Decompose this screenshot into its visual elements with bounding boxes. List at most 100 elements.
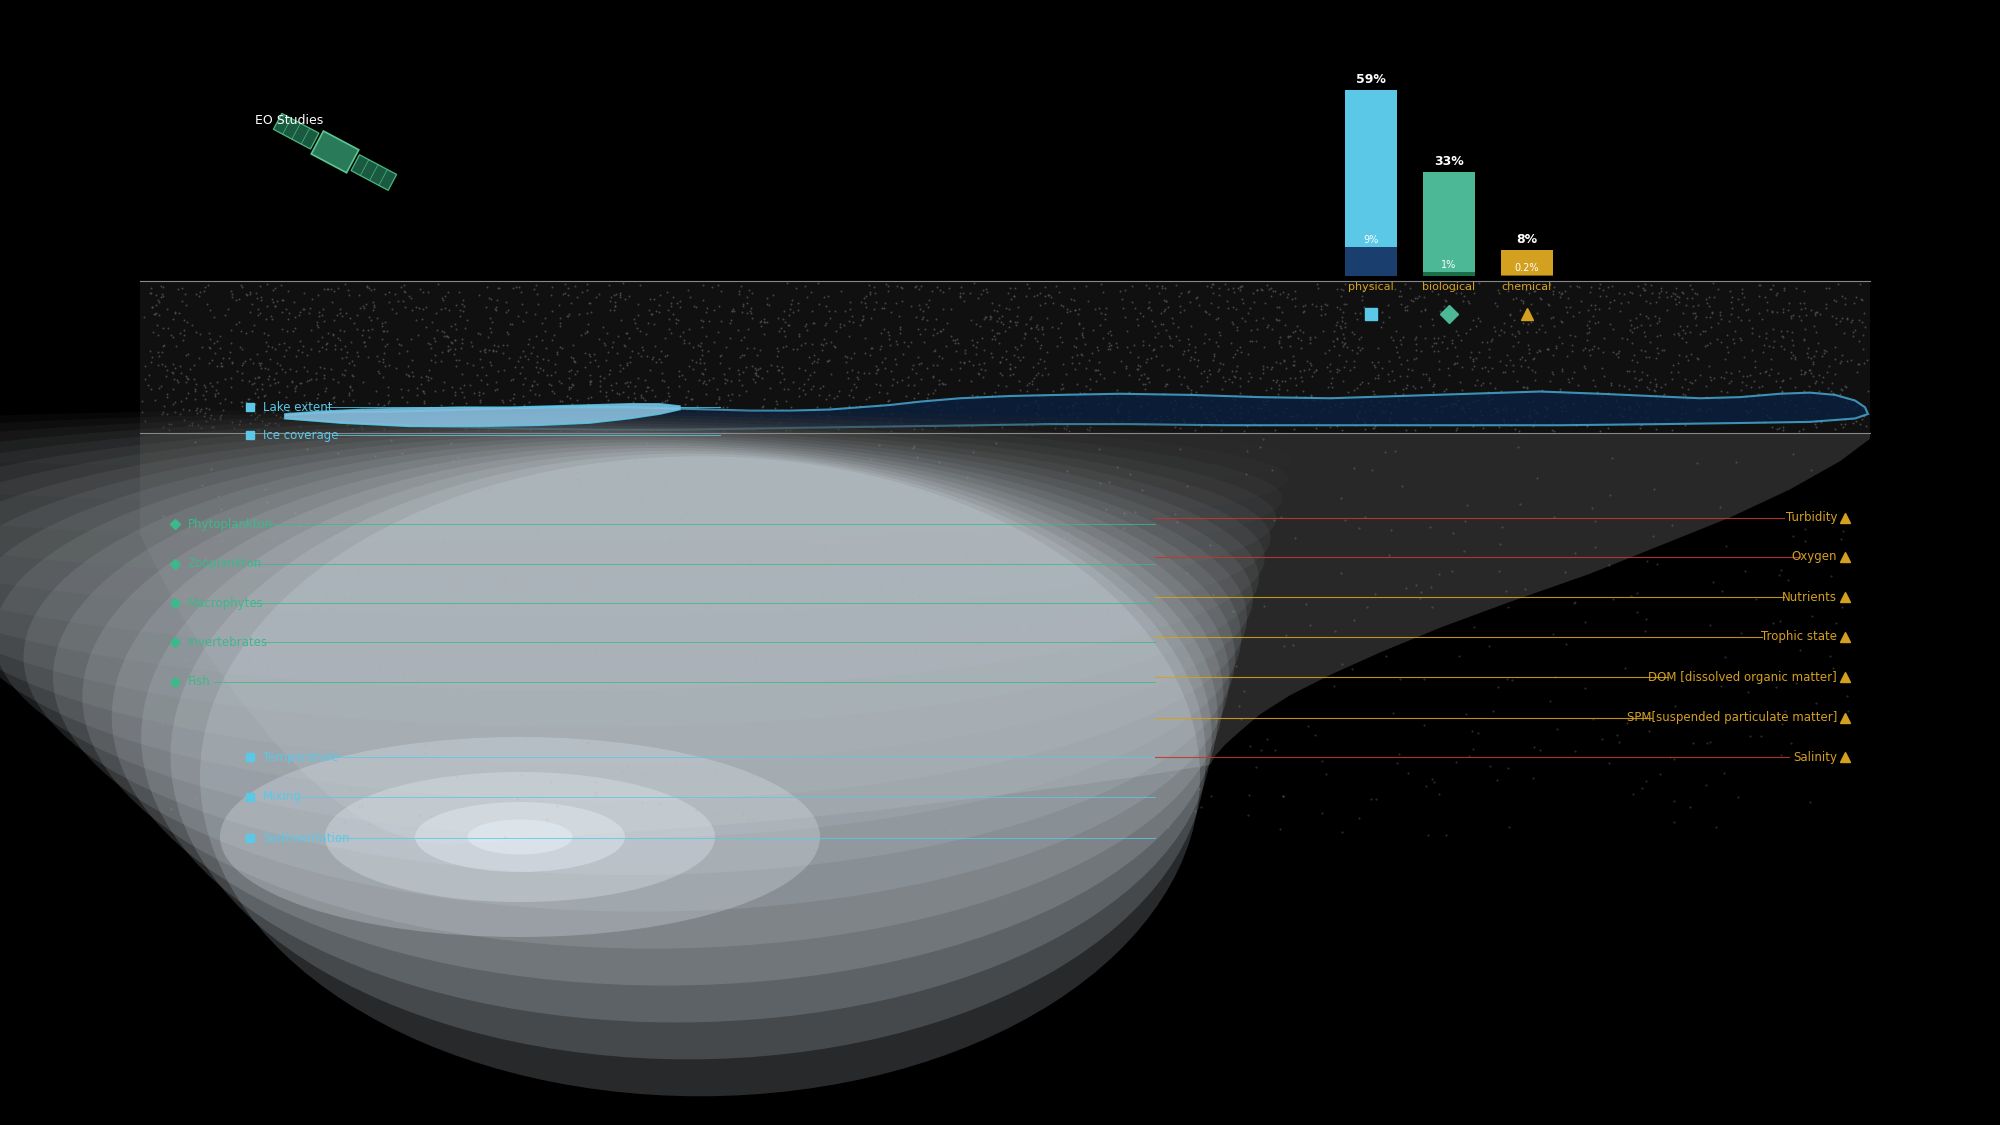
Point xyxy=(870,400,902,418)
Point xyxy=(1328,330,1360,348)
Point xyxy=(412,408,444,426)
Point xyxy=(874,336,906,354)
Point xyxy=(262,416,294,434)
Point xyxy=(652,378,684,396)
Point xyxy=(1368,395,1400,413)
Point xyxy=(1362,353,1394,371)
Point xyxy=(1670,333,1702,351)
Point xyxy=(1650,394,1682,412)
Point xyxy=(1194,305,1226,323)
Point xyxy=(396,289,428,307)
Point xyxy=(542,410,574,428)
Point xyxy=(1320,363,1352,381)
Point xyxy=(1220,318,1252,336)
Point xyxy=(1420,334,1452,352)
Point xyxy=(404,299,436,317)
Point xyxy=(1272,327,1304,345)
Point xyxy=(552,307,584,325)
Point xyxy=(196,418,228,436)
Point xyxy=(1398,331,1430,349)
Point xyxy=(660,418,692,436)
Point xyxy=(1280,387,1312,405)
Point xyxy=(1218,298,1250,316)
Point xyxy=(1632,408,1664,426)
Point xyxy=(868,319,900,337)
Point xyxy=(1696,304,1728,322)
Point xyxy=(820,416,852,434)
Point xyxy=(1456,417,1488,435)
Point xyxy=(898,389,930,407)
Point xyxy=(1206,412,1238,430)
Point xyxy=(866,353,898,371)
Point xyxy=(346,326,378,344)
Point xyxy=(434,300,466,318)
Point xyxy=(1456,408,1488,426)
Point xyxy=(1658,325,1690,343)
Point xyxy=(1766,304,1798,322)
Ellipse shape xyxy=(220,737,820,937)
Point xyxy=(1794,361,1826,379)
Point xyxy=(1422,328,1454,346)
Point xyxy=(1306,306,1338,324)
Point xyxy=(1350,300,1382,318)
Point xyxy=(536,376,568,394)
Point xyxy=(1674,411,1706,429)
Text: Mixing: Mixing xyxy=(264,790,302,803)
Point xyxy=(748,397,780,415)
Point xyxy=(330,348,362,366)
Point xyxy=(896,297,928,315)
Point xyxy=(1286,331,1318,349)
Point xyxy=(1428,326,1460,344)
Point xyxy=(1390,379,1422,397)
Point xyxy=(1372,372,1404,390)
Point xyxy=(1610,362,1642,380)
Point xyxy=(1416,310,1448,328)
Point xyxy=(600,297,632,315)
Point xyxy=(524,359,556,377)
Point xyxy=(1338,412,1370,430)
Point xyxy=(970,308,1002,326)
Point xyxy=(682,411,714,429)
Point xyxy=(1588,342,1620,360)
Point xyxy=(1202,412,1234,430)
Point xyxy=(1620,377,1652,395)
Point xyxy=(1728,368,1760,386)
Point xyxy=(150,388,182,406)
Point xyxy=(330,304,362,322)
Point xyxy=(666,411,698,429)
Point xyxy=(560,364,592,382)
Point xyxy=(1456,360,1488,378)
Point xyxy=(866,336,898,354)
Point xyxy=(1364,405,1396,423)
Point xyxy=(1236,368,1268,386)
Point xyxy=(342,404,374,422)
Point xyxy=(1640,387,1672,405)
Point xyxy=(1788,332,1820,350)
Point xyxy=(872,323,904,341)
Point xyxy=(604,288,636,306)
Point xyxy=(1818,388,1850,406)
Point xyxy=(368,396,400,414)
Point xyxy=(1536,414,1568,432)
Point xyxy=(766,339,798,357)
Point xyxy=(596,288,628,306)
Point xyxy=(1630,394,1662,412)
Point xyxy=(540,345,572,363)
Point xyxy=(1288,393,1320,411)
Point xyxy=(1404,378,1436,396)
Point xyxy=(178,370,210,388)
Point xyxy=(598,286,630,304)
Point xyxy=(582,331,614,349)
Point xyxy=(1520,404,1552,422)
Point xyxy=(1776,309,1808,327)
Point xyxy=(1712,374,1744,391)
Point xyxy=(812,406,844,424)
Point xyxy=(1346,290,1378,308)
Point xyxy=(908,333,940,351)
Point xyxy=(746,407,778,425)
Point xyxy=(940,331,972,349)
Point xyxy=(1002,398,1034,416)
Point xyxy=(890,387,922,405)
Point xyxy=(1220,300,1252,318)
Point xyxy=(910,295,942,313)
